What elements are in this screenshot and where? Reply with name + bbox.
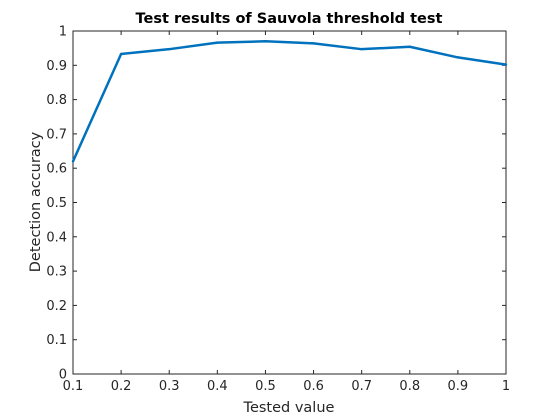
plot-area: 0.1 0.2 0.3 0.4 0.5 0.6 0.7 0.8 0.9 100.10.20.30.… bbox=[46, 25, 510, 395]
data-point bbox=[168, 48, 170, 50]
x-tick-label: 0.8 bbox=[399, 379, 420, 394]
x-tick-label: 1 bbox=[502, 379, 510, 394]
data-point bbox=[216, 41, 218, 43]
y-tick-label: 0.9 bbox=[46, 59, 67, 74]
y-tick-label: 0.6 bbox=[46, 162, 67, 177]
data-point bbox=[120, 53, 122, 55]
y-tick-label: 0.8 bbox=[46, 93, 67, 108]
x-tick-label: 0.9 bbox=[448, 379, 469, 394]
y-tick-label: 0 bbox=[59, 368, 67, 383]
data-point bbox=[360, 48, 362, 50]
y-tick-label: 0.7 bbox=[46, 127, 67, 142]
y-tick-label: 1 bbox=[59, 25, 67, 40]
y-tick-label: 0.2 bbox=[46, 299, 67, 314]
data-point bbox=[72, 160, 74, 162]
chart-title: Test results of Sauvola threshold test bbox=[136, 11, 443, 27]
data-point bbox=[312, 42, 314, 44]
y-tick-label: 0.3 bbox=[46, 265, 67, 280]
axes-box bbox=[73, 31, 506, 374]
x-axis-title: Tested value bbox=[243, 400, 335, 416]
data-point bbox=[457, 56, 459, 58]
y-tick-label: 0.1 bbox=[46, 333, 67, 348]
x-tick-label: 0.5 bbox=[255, 379, 276, 394]
x-tick-label: 0.7 bbox=[351, 379, 372, 394]
y-tick-label: 0.4 bbox=[46, 230, 67, 245]
series-line-0 bbox=[73, 41, 506, 161]
x-tick-label: 0.6 bbox=[303, 379, 324, 394]
y-axis-title: Detection accuracy bbox=[28, 131, 44, 272]
data-point bbox=[505, 63, 507, 65]
data-point bbox=[264, 40, 266, 42]
x-tick-label: 0.4 bbox=[207, 379, 228, 394]
x-tick-label: 0.2 bbox=[111, 379, 132, 394]
data-point bbox=[409, 46, 411, 48]
x-tick-label: 0.3 bbox=[159, 379, 180, 394]
y-tick-label: 0.5 bbox=[46, 196, 67, 211]
